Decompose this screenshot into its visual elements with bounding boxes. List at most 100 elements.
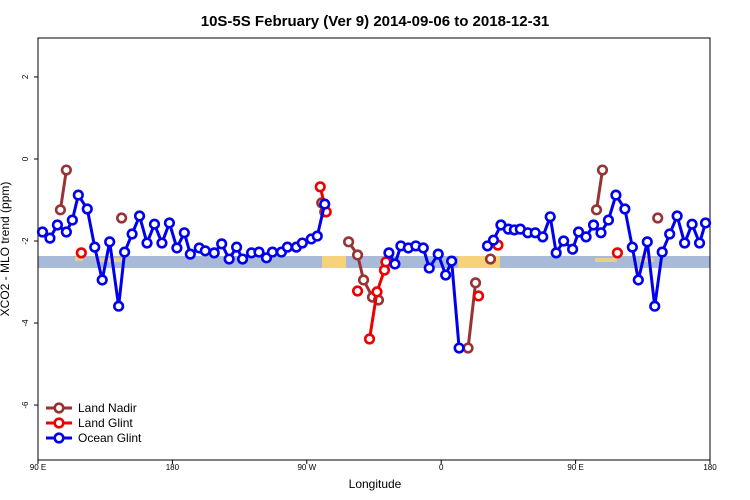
data-point [36,226,49,238]
series-line [58,169,68,211]
plot-frame [37,37,711,461]
data-point [440,269,452,281]
x-tick-label: 90 E [567,463,583,472]
data-point [453,342,465,354]
data-point [671,210,683,222]
data-point [469,277,482,289]
data-point [446,255,458,267]
data-point [236,253,249,265]
data-point [75,247,87,259]
x-tick-label: 90 E [30,463,46,472]
data-point [156,237,168,249]
data-point [184,248,196,260]
data-point [567,243,579,255]
data-point [171,242,183,254]
data-point [60,164,72,176]
legend-label: Ocean Glint [78,431,142,445]
y-axis-label: XCO2 - MLO trend (ppm) [0,182,12,317]
data-point [253,246,265,258]
y-tick-label: -6 [21,401,30,409]
data-point [148,218,161,230]
x-axis-label: Longitude [349,477,402,491]
data-point [679,237,691,249]
data-point [371,286,383,298]
data-point [119,246,131,258]
data-point [223,253,235,265]
data-point [423,262,435,274]
x-tick-label: 0 [439,463,444,472]
data-point [383,247,395,259]
data-point [595,227,607,239]
data-point [649,300,661,312]
data-point [619,203,631,215]
data-point [60,226,72,238]
data-point [72,189,84,201]
data-point [199,245,211,257]
data-point [472,290,485,302]
y-tick-label: 0 [21,156,30,161]
data-point [380,256,392,268]
data-point [351,249,364,261]
data-point [590,204,603,216]
data-point [296,237,308,249]
data-point [580,231,592,243]
data-point [484,253,497,265]
data-point [351,285,364,297]
data-point [116,212,128,224]
data-point [44,232,56,244]
data-point [487,234,500,246]
data-point [66,214,78,226]
data-point [54,204,67,216]
x-tick-label: 180 [703,463,717,472]
data-point [610,189,622,201]
data-point [96,274,108,286]
data-point [587,219,600,231]
data-point [357,274,370,286]
data-point [417,242,429,254]
data-point [141,237,153,249]
data-point [544,211,556,223]
data-point [163,217,176,229]
y-tick-label: 2 [21,74,30,79]
data-point [699,217,712,229]
legend-marker [53,432,65,444]
x-tick-label: 180 [166,463,180,472]
data-point [602,214,615,226]
data-point [611,247,624,259]
data-point [126,228,138,240]
legend-label: Land Glint [78,416,133,430]
data-point [537,231,549,243]
data-point [656,246,668,258]
data-point [693,237,706,249]
data-point [572,226,585,238]
data-point [664,228,676,240]
legend-marker [53,402,65,414]
data-point [104,236,116,248]
data-point [51,219,64,231]
series-line [595,169,604,211]
data-point [596,164,609,176]
y-tick-label: -4 [21,319,30,327]
data-point [133,210,146,222]
data-point [81,203,93,215]
data-point [686,218,698,230]
legend-label: Land Nadir [78,401,137,415]
data-point [389,258,401,270]
data-point [266,246,279,258]
data-point [281,241,293,253]
data-point [550,247,562,259]
legend-marker [53,417,65,429]
data-point [363,333,376,345]
data-point [462,342,474,354]
data-point [311,230,323,242]
y-tick-label: -2 [21,237,30,245]
data-point [216,238,228,250]
x-tick-label: 90 W [297,463,316,472]
data-point [89,241,101,253]
data-point [652,212,664,224]
data-point [641,236,653,248]
data-point [558,235,570,247]
data-point [231,241,243,253]
